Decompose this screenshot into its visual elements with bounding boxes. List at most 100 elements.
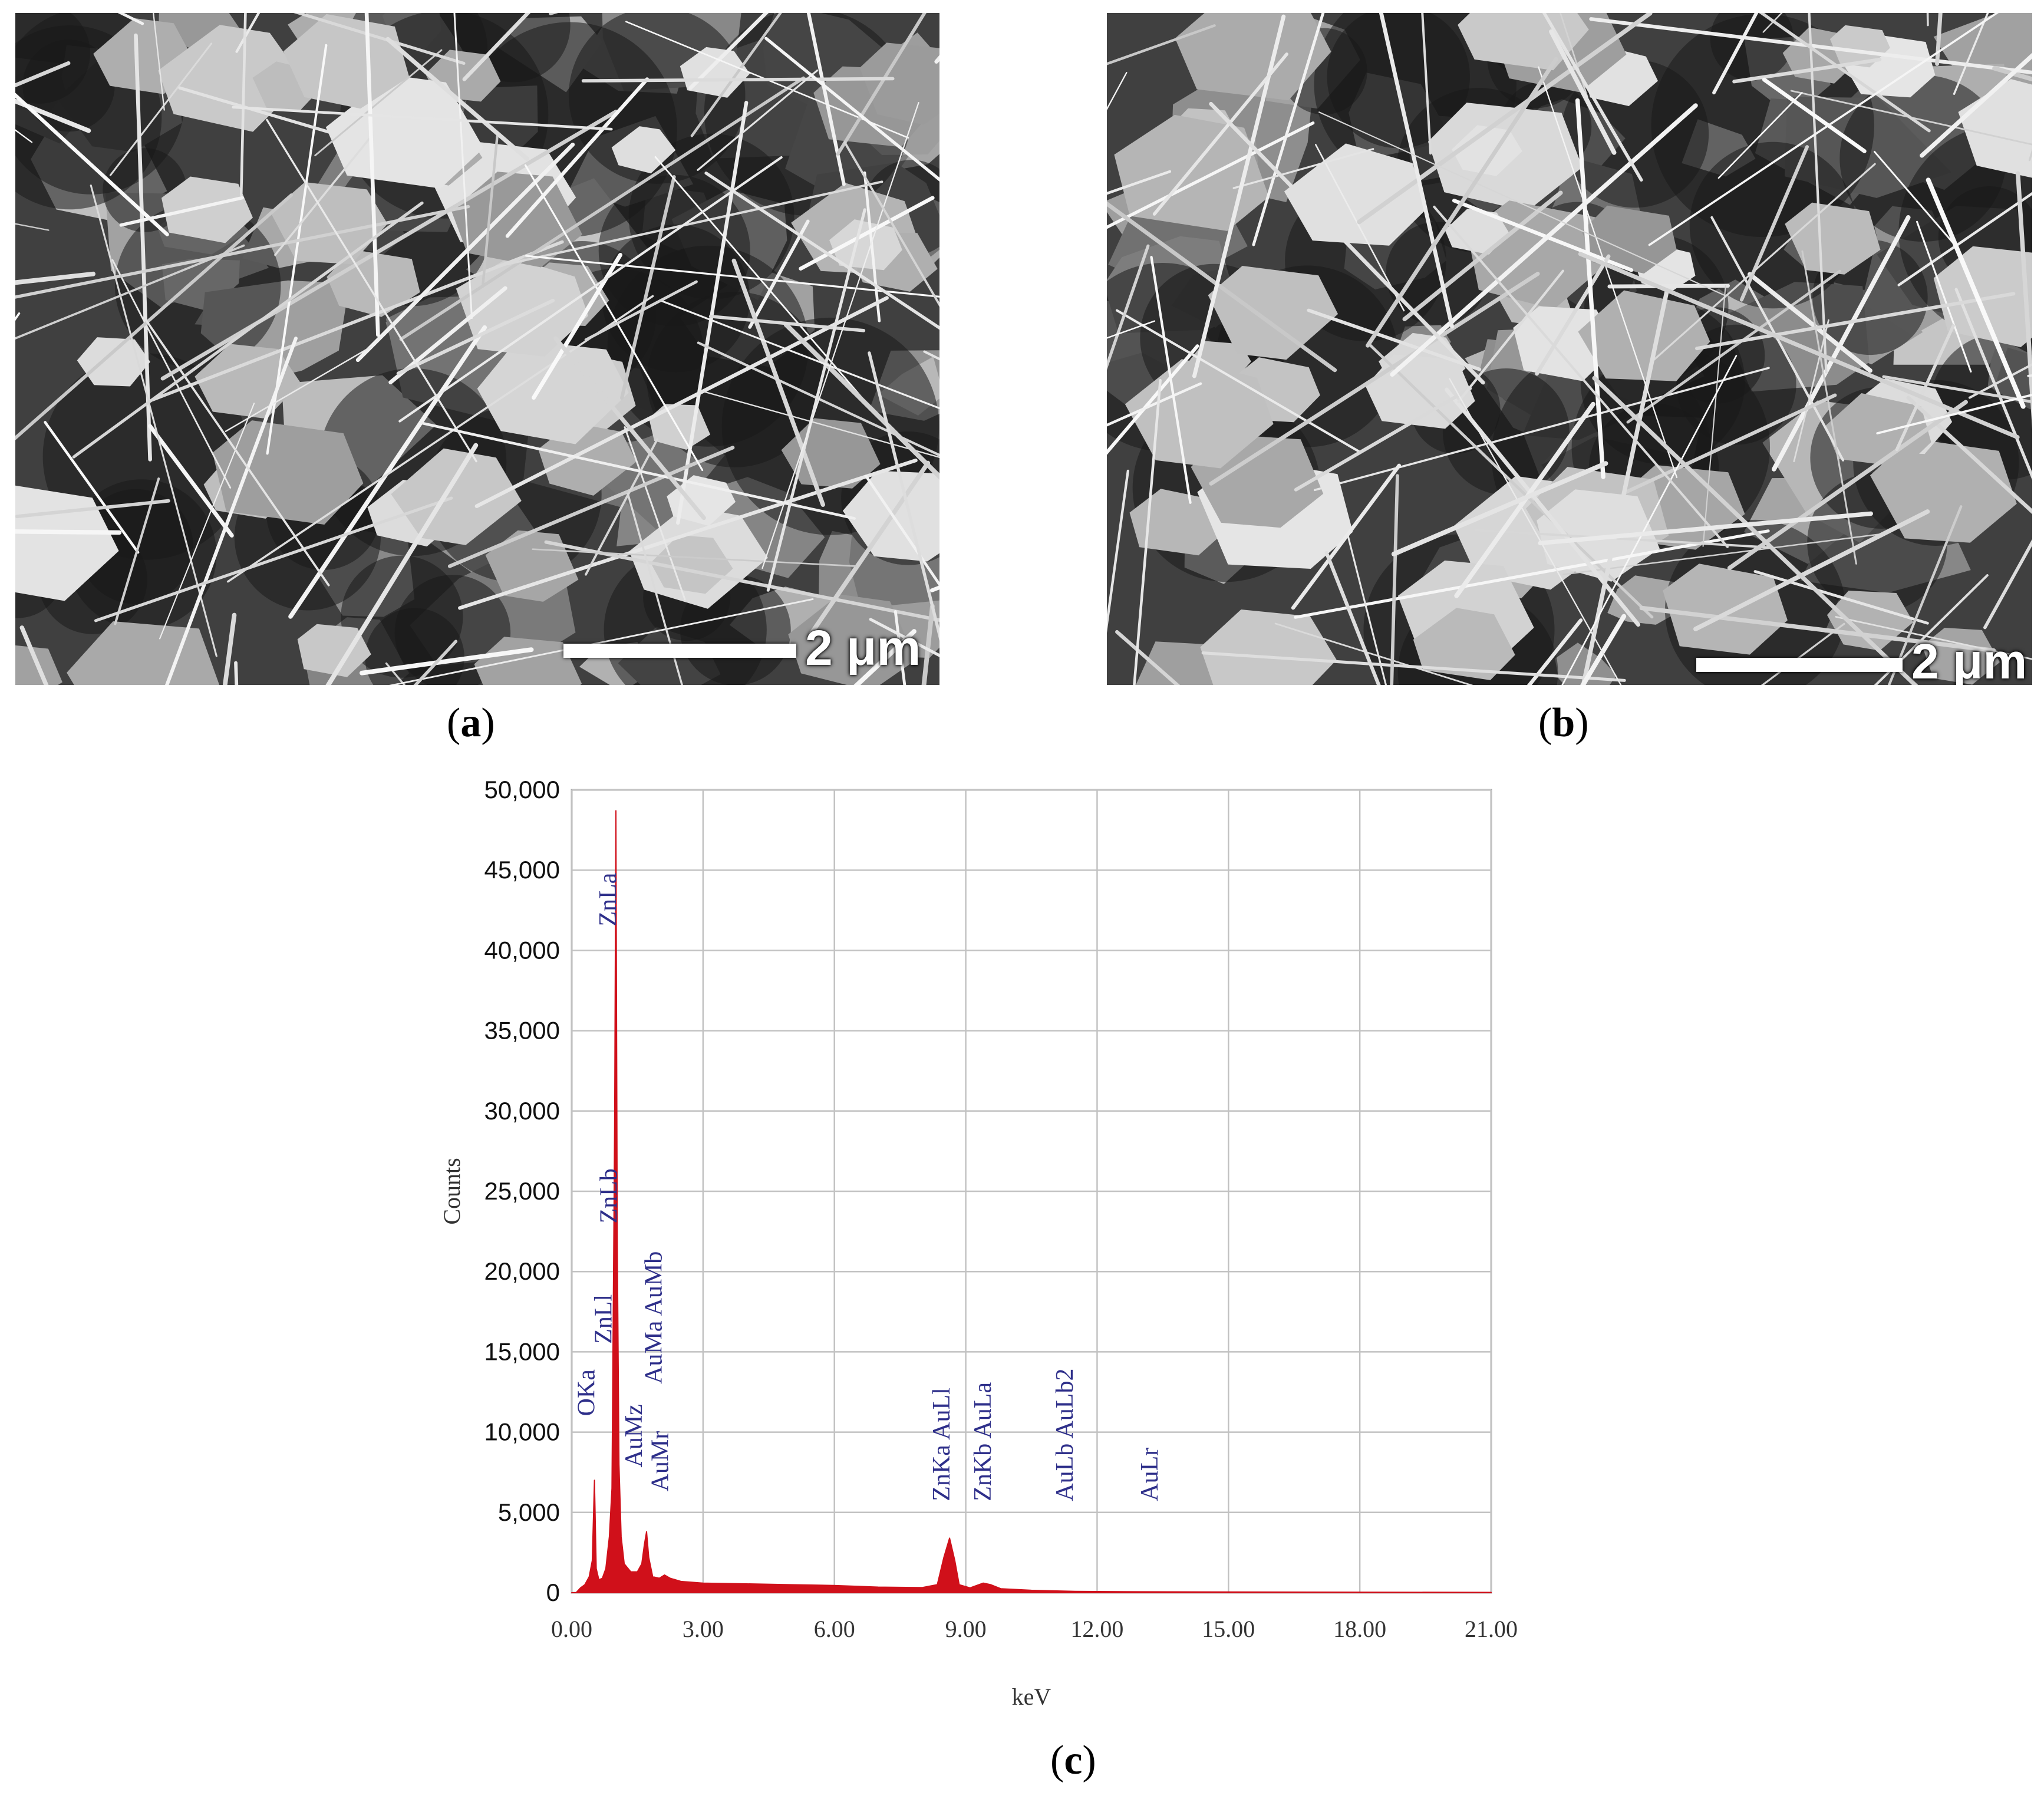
nanowire: [1107, 244, 1150, 370]
nanowire: [1710, 216, 1845, 462]
nanowire: [1391, 461, 1608, 556]
nanowire: [869, 618, 939, 657]
y-tick-label: 40,000: [484, 936, 560, 964]
nanowire: [1622, 393, 1837, 495]
x-tick-label: 15.00: [1202, 1616, 1255, 1642]
nanowire: [1920, 52, 2032, 158]
y-tick-label: 5,000: [498, 1498, 560, 1526]
nanowire: [620, 175, 676, 400]
nanowire: [1968, 363, 2032, 399]
platelet-shape: [485, 530, 579, 602]
nanowire: [72, 201, 424, 459]
nanowire: [764, 37, 939, 182]
nanowire: [1107, 201, 1337, 373]
scale-bar-b: [1696, 658, 1903, 672]
peak-label: ZnLa: [595, 872, 622, 926]
nanowire: [153, 13, 165, 111]
nanowire: [19, 625, 49, 685]
x-tick-label: 12.00: [1070, 1616, 1123, 1642]
nanowire: [688, 13, 769, 90]
nanowire: [1294, 529, 1770, 619]
platelet-shape: [161, 176, 253, 243]
nanowire: [178, 86, 331, 134]
x-tick-label: 9.00: [945, 1616, 987, 1642]
nanowire: [232, 106, 613, 131]
nanowire: [676, 101, 749, 525]
y-tick-label: 45,000: [484, 856, 560, 884]
nanowire: [1209, 101, 1485, 385]
platelet-shape: [1825, 393, 1931, 468]
nanowire: [1152, 52, 1288, 216]
nanowire: [1357, 13, 1653, 225]
nanowire: [544, 540, 939, 622]
nanowire: [1535, 254, 1611, 376]
nanowire: [15, 499, 170, 519]
platelet-shape: [1922, 628, 2000, 685]
nanowire: [1748, 272, 1872, 373]
nanowire: [1926, 177, 2026, 409]
nanowire: [396, 298, 555, 375]
nanowire: [1651, 163, 1876, 363]
y-tick-label: 25,000: [484, 1177, 560, 1205]
nanowire: [1449, 378, 1622, 685]
nanowire: [1390, 103, 1698, 377]
platelet-shape: [1114, 114, 1269, 231]
nanowire: [15, 271, 95, 285]
nanowire: [1581, 288, 1669, 685]
nanowire: [94, 496, 453, 622]
nanowire: [1347, 535, 1387, 685]
nanowire: [1527, 618, 1583, 685]
nanowire: [1648, 13, 1999, 246]
nanowire: [1887, 505, 1963, 685]
platelet-shape: [1129, 489, 1222, 556]
nanowire: [1232, 148, 1374, 189]
nanowire: [853, 629, 916, 685]
nanowire: [1801, 250, 1857, 565]
nanowire: [1562, 533, 1885, 575]
nanowire: [1560, 13, 1588, 98]
platelet-shape: [1933, 246, 2032, 347]
nanowire: [654, 156, 881, 420]
nanowire: [708, 314, 866, 332]
nanowire: [1107, 469, 1130, 633]
nanowire: [1695, 292, 2016, 351]
x-tick-label: 3.00: [683, 1616, 724, 1642]
nanowire: [1790, 90, 2032, 146]
nanowire: [453, 13, 473, 319]
nanowire: [1291, 463, 1402, 610]
nanowire: [385, 37, 529, 162]
panel-label-b: (b): [1538, 700, 1589, 746]
nanowire: [458, 458, 918, 610]
platelet-shape: [212, 420, 364, 525]
nanowire: [235, 13, 261, 53]
nanowire: [1717, 91, 1803, 179]
scale-bar-a: [563, 644, 796, 658]
y-tick-label: 20,000: [484, 1257, 560, 1285]
x-tick-label: 6.00: [814, 1616, 855, 1642]
nanowire: [1916, 220, 1972, 373]
nanowire: [1983, 539, 2032, 630]
peak-label: AuMa AuMb: [640, 1251, 667, 1384]
platelet-shape: [297, 624, 371, 677]
platelet-shape: [477, 340, 629, 444]
platelet-shape: [1827, 591, 1914, 651]
nanowire: [836, 13, 927, 156]
platelet-shape: [1175, 13, 1331, 101]
nanowire: [690, 13, 782, 137]
nanowire: [1107, 24, 1216, 65]
nanowire: [134, 33, 152, 462]
nanowire: [462, 13, 531, 81]
sem-image-a: 2 μm: [15, 13, 939, 685]
nanowire: [109, 42, 213, 176]
nanowire: [1274, 622, 1473, 685]
x-tick-label: 0.00: [551, 1616, 592, 1642]
nanowire: [1702, 285, 1726, 547]
nanowire: [1201, 651, 1626, 682]
nanowire: [147, 424, 234, 538]
nanowire: [624, 426, 686, 601]
nanowire: [474, 296, 889, 508]
nanowire: [863, 171, 881, 322]
platelet-shape: [474, 637, 582, 685]
nanowire: [1313, 367, 1770, 492]
scale-bar-label-b: 2 μm: [1911, 634, 2027, 685]
